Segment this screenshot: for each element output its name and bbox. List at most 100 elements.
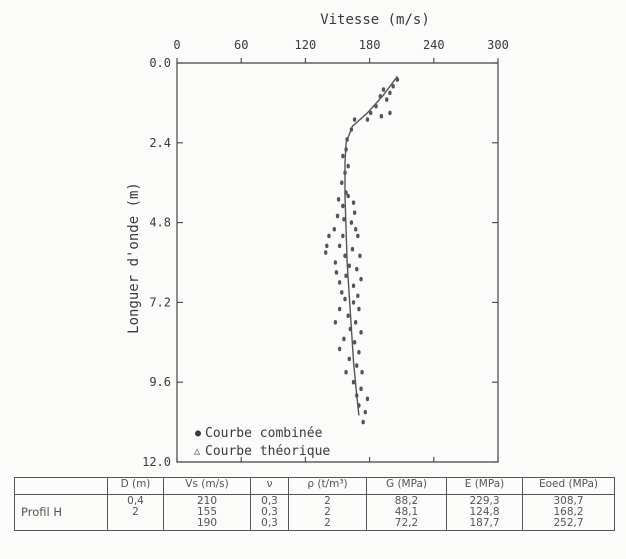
data-point [341,203,345,209]
data-point [374,103,378,109]
data-point [343,253,347,259]
data-point [349,220,354,225]
y-tick-label: 2.4 [149,136,171,150]
cell-value: 190 [196,517,218,529]
x-tick-label: 300 [487,38,509,52]
cell-depth: 0,4 2 [107,494,164,531]
table-header-row: D (m) Vs (m/s) ν ρ (t/m³) G (MPa) E (MPa… [14,477,615,495]
cell-value: 155 [196,506,218,518]
data-point [341,153,345,159]
data-point [333,260,338,265]
data-point [346,313,350,319]
header-oedometric-modulus: Eoed (MPa) [522,477,615,495]
data-point [337,346,342,352]
legend-label-theoretical: Courbe théorique [205,444,330,459]
data-point [346,193,350,199]
x-tick-label: 120 [295,38,317,52]
cell-value: 210 [196,495,218,507]
data-point [352,117,357,122]
properties-table: D (m) Vs (m/s) ν ρ (t/m³) G (MPa) E (MPa… [14,477,615,531]
data-point [336,197,341,202]
data-point [325,243,329,249]
data-point [355,363,359,368]
data-point [347,356,351,362]
data-point [342,216,346,222]
data-point [395,77,400,82]
data-point [353,226,358,232]
cell-value: 0,4 [127,495,144,507]
data-point [359,330,363,335]
data-point [334,270,339,275]
data-point [342,336,346,342]
data-point [348,326,353,332]
cell-value: 0,3 [261,495,278,507]
x-tick-label: 240 [423,38,445,52]
cell-value: 252,7 [553,517,584,529]
data-point [346,163,350,169]
data-point [365,396,370,402]
data-point [332,226,336,232]
data-point [352,340,357,345]
axes: 0 60 120 180 240 300 0.0 2.4 4.8 7.2 9.6 12.0 [142,38,509,469]
table-row: Profil H 0,4 2 210 155 190 0,3 0,3 0,3 2… [14,494,615,531]
data-point [337,280,342,285]
cell-shear-modulus: 88,2 48,1 72,2 [366,494,447,531]
data-point [365,117,370,122]
y-tick-label: 0.0 [149,56,171,70]
data-point [337,306,342,312]
data-point [356,293,360,299]
data-point [335,213,340,219]
legend-label-combined: Courbe combinée [205,426,323,441]
data-point [353,320,358,325]
cell-poisson: 0,3 0,3 0,3 [250,494,289,531]
data-point [337,243,342,249]
legend-marker-theoretical: △ [194,446,200,457]
data-point [388,110,392,116]
cell-value: 308,7 [553,495,584,507]
data-point [391,83,395,89]
header-vs: Vs (m/s) [163,477,251,495]
data-point [344,273,348,279]
data-point [363,409,368,415]
data-point [327,233,331,239]
data-point [360,369,364,375]
x-tick-label: 180 [359,38,381,52]
plot-frame [176,62,499,463]
data-point [385,97,389,102]
data-point [355,393,359,398]
cell-value: 229,3 [469,495,500,507]
data-point [359,386,363,392]
data-point [359,276,363,282]
x-tick-label: 0 [173,38,180,52]
header-shear-modulus: G (MPa) [366,477,447,495]
cell-value: 2 [324,495,331,507]
combined-points [324,77,400,425]
data-point [350,246,355,252]
header-depth: D (m) [107,477,164,495]
data-point [357,349,361,355]
cell-value: 2 [324,506,331,518]
header-blank [14,477,108,495]
data-point [357,306,361,312]
cell-value: 48,1 [394,506,419,518]
data-point [358,253,362,259]
theory-curve [344,75,398,416]
chart-svg: Vitesse (m/s) Longuer d'onde (m) 0 60 120 1… [126,12,509,469]
y-axis-label: Longuer d'onde (m) [126,182,142,334]
data-point [356,233,360,239]
data-point [351,200,356,205]
legend-marker-combined: ● [195,428,201,439]
cell-value: 187,7 [469,517,500,529]
cell-vs: 210 155 190 [163,494,251,531]
row-label: Profil H [14,494,108,531]
cell-oedometric-modulus: 308,7 168,2 252,7 [522,494,615,531]
data-point [344,369,348,375]
cell-value: 124,8 [469,506,500,518]
cell-density: 2 2 2 [288,494,367,531]
cell-value [110,518,161,529]
y-tick-label: 7.2 [149,295,171,309]
data-point [351,300,356,305]
data-point [343,170,347,176]
header-density: ρ (t/m³) [288,477,367,495]
cell-value: 0,3 [261,517,278,529]
